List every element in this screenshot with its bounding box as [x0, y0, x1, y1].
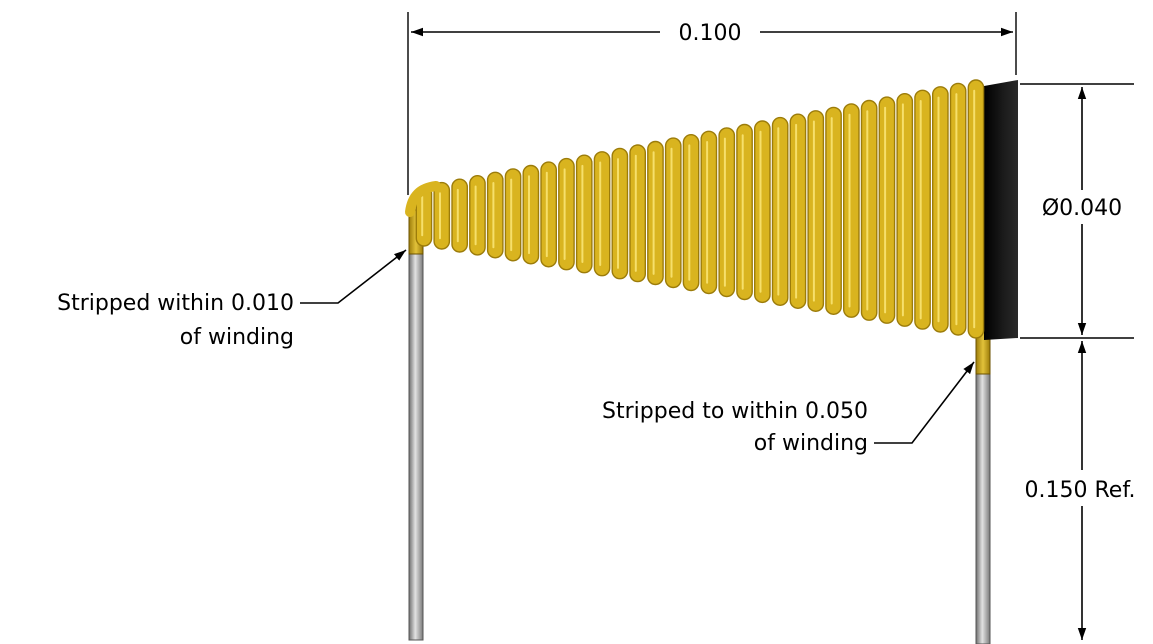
- ferrite-core: [984, 80, 1018, 340]
- coil-turn: [540, 161, 558, 268]
- coil-turn: [433, 181, 451, 250]
- coil-turn: [807, 110, 825, 313]
- left-note-line1: Stripped within 0.010: [57, 291, 294, 316]
- coil-lead-in: [405, 181, 441, 217]
- right-note-line2: of winding: [754, 431, 868, 456]
- coil-turn: [914, 89, 931, 330]
- coil-turn: [469, 174, 486, 256]
- length-dimension-label: 0.100: [679, 21, 742, 46]
- right-note-line1: Stripped to within 0.050: [602, 399, 868, 424]
- coil-turn: [754, 120, 771, 304]
- coil-turn: [736, 123, 753, 301]
- right-note-leader: [874, 361, 975, 444]
- coil-turn: [718, 127, 736, 298]
- left-note-line2: of winding: [180, 325, 294, 350]
- coil-turn: [611, 147, 629, 280]
- left-note-leader: [300, 249, 407, 304]
- coil-turn: [932, 86, 949, 333]
- lead-dimension-label: 0.150 Ref.: [1025, 478, 1136, 503]
- coil-turn: [629, 144, 647, 283]
- coil-turn: [967, 79, 985, 339]
- coil-turn: [522, 164, 540, 265]
- coil-turn: [700, 130, 718, 295]
- left-lead-wire: [408, 251, 424, 641]
- coil-turn: [664, 137, 682, 289]
- coil-turn: [789, 113, 807, 310]
- coil-turn: [896, 92, 914, 327]
- coil-turn: [593, 151, 611, 277]
- coil-turn: [825, 106, 842, 315]
- coil-turn: [949, 82, 967, 336]
- coil-turn: [647, 140, 664, 286]
- coil-turn: [878, 96, 896, 324]
- diameter-dimension-label: Ø0.040: [1042, 196, 1122, 221]
- coil-turn: [682, 133, 700, 292]
- coil-turn: [486, 171, 504, 259]
- coil-turn: [860, 99, 878, 321]
- coil-turn: [451, 178, 469, 253]
- coil-turn: [504, 168, 522, 262]
- coil-turn: [558, 157, 575, 271]
- coil-turn: [575, 154, 593, 274]
- coil-winding: [405, 79, 985, 339]
- coil-turn: [771, 116, 789, 306]
- right-lead-wire: [975, 371, 991, 644]
- coil-turn: [843, 103, 860, 318]
